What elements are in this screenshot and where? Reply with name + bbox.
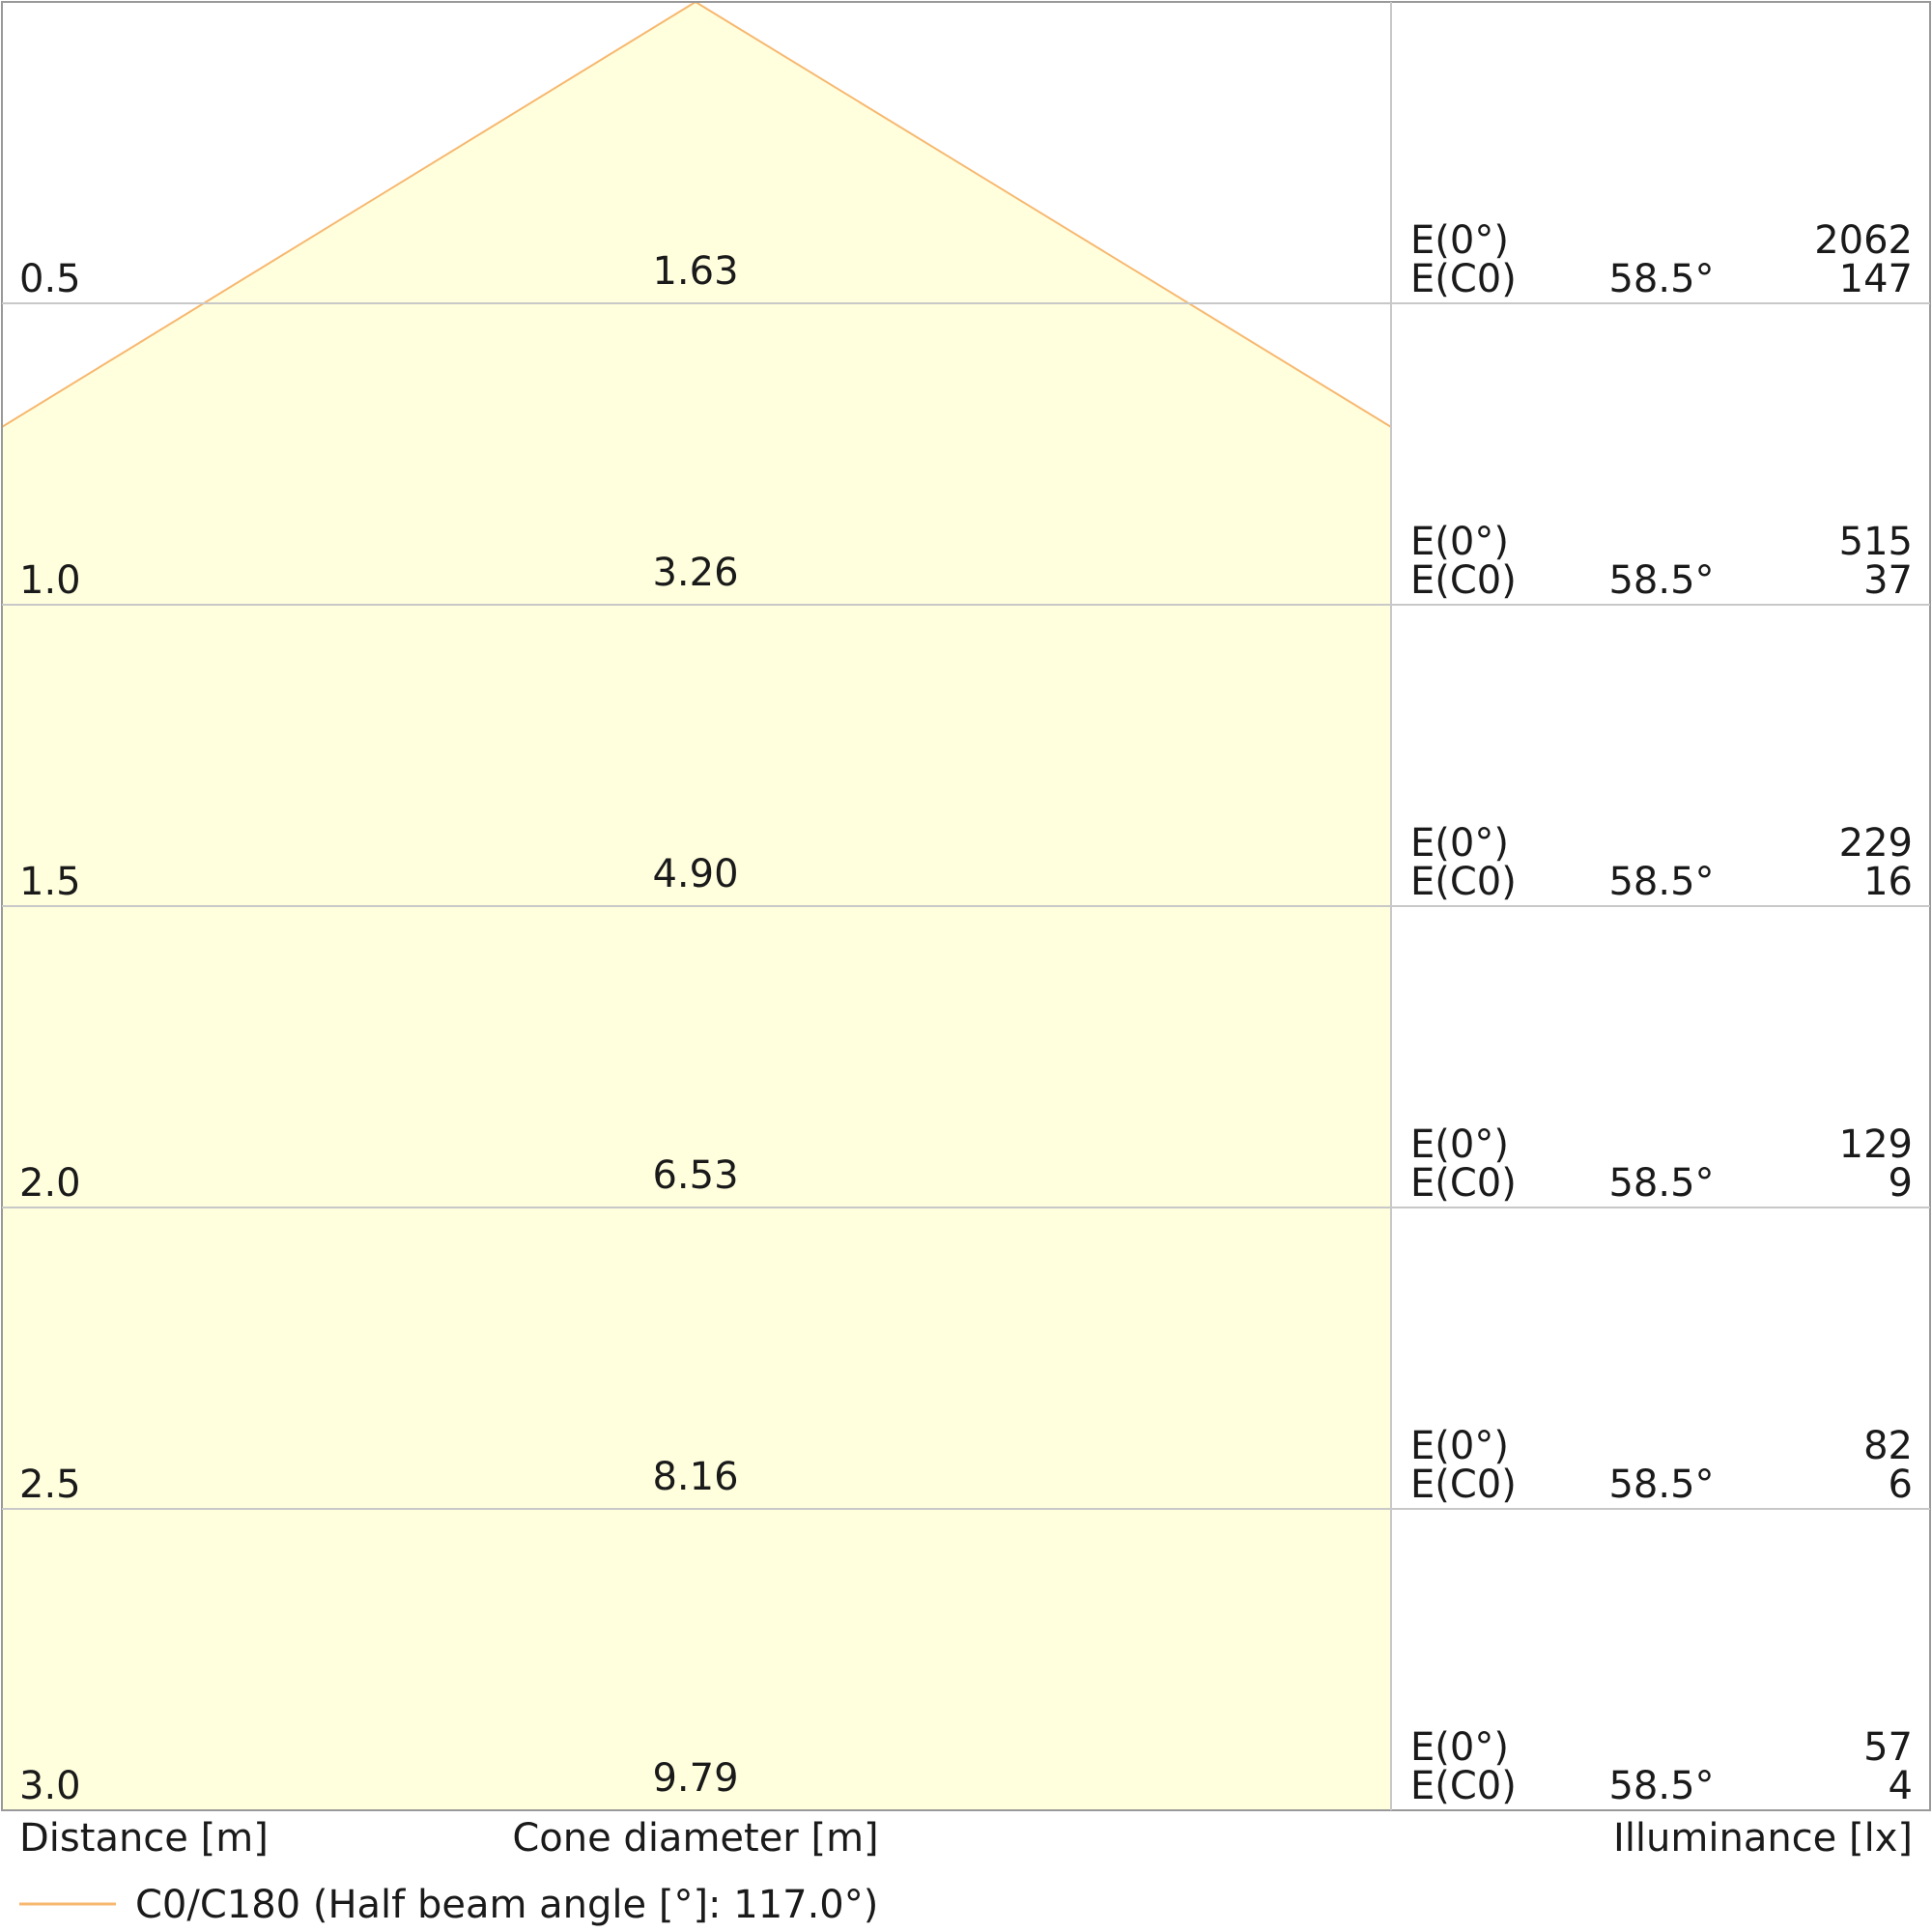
cone-diameter-axis-label: Cone diameter [m]	[512, 1816, 878, 1861]
table-row: 2.5 8.16 E(0°)E(C0) 58.5° 826	[19, 1424, 1913, 1507]
ec0-label: E(C0)	[1410, 1161, 1517, 1206]
e0-label: E(0°)	[1410, 821, 1509, 866]
cone-diameter-label: 6.53	[652, 1153, 738, 1198]
beam-angle-label: 58.5°	[1608, 257, 1714, 301]
cone-diameter-label: 9.79	[652, 1756, 738, 1801]
ec0-label: E(C0)	[1410, 558, 1517, 603]
table-row: 3.0 9.79 E(0°)E(C0) 58.5° 574	[19, 1725, 1913, 1808]
distance-tick-label: 1.0	[19, 558, 81, 603]
ec0-value: 37	[1863, 558, 1913, 603]
e0-label: E(0°)	[1410, 520, 1509, 564]
ec0-label: E(C0)	[1410, 860, 1517, 904]
e0-label: E(0°)	[1410, 1122, 1509, 1167]
e0-label: E(0°)	[1410, 218, 1509, 263]
distance-tick-label: 3.0	[19, 1764, 81, 1808]
e0-value: 2062	[1814, 218, 1913, 263]
ec0-value: 16	[1863, 860, 1913, 904]
ec0-value: 147	[1839, 257, 1913, 301]
cone-edge-left	[1, 1, 696, 428]
cone-edge-right	[695, 1, 1392, 428]
e0-label: E(0°)	[1410, 1725, 1509, 1770]
ec0-label: E(C0)	[1410, 257, 1517, 301]
ec0-value: 9	[1889, 1161, 1913, 1206]
e0-value: 515	[1839, 520, 1913, 564]
legend-label: C0/C180 (Half beam angle [°]: 117.0°)	[135, 1883, 878, 1927]
beam-angle-label: 58.5°	[1608, 1463, 1714, 1507]
ec0-value: 6	[1889, 1463, 1913, 1507]
e0-value: 129	[1839, 1122, 1913, 1167]
distance-tick-label: 1.5	[19, 860, 81, 904]
ec0-label: E(C0)	[1410, 1764, 1517, 1808]
beam-angle-label: 58.5°	[1608, 1161, 1714, 1206]
cone-diameter-label: 4.90	[652, 852, 738, 896]
distance-axis-label: Distance [m]	[19, 1816, 269, 1861]
ec0-value: 4	[1889, 1764, 1913, 1808]
beam-angle-label: 58.5°	[1608, 1764, 1714, 1808]
beam-angle-label: 58.5°	[1608, 860, 1714, 904]
distance-tick-label: 0.5	[19, 257, 81, 301]
e0-label: E(0°)	[1410, 1424, 1509, 1468]
grid-layer	[1, 1, 1931, 1811]
beam-angle-label: 58.5°	[1608, 558, 1714, 603]
cone-diameter-label: 8.16	[652, 1455, 738, 1499]
e0-value: 229	[1839, 821, 1913, 866]
cone-diameter-label: 3.26	[652, 551, 738, 595]
ec0-label: E(C0)	[1410, 1463, 1517, 1507]
distance-tick-label: 2.5	[19, 1463, 81, 1507]
e0-value: 82	[1863, 1424, 1913, 1468]
illuminance-axis-label: Illuminance [lx]	[1613, 1816, 1913, 1861]
distance-tick-label: 2.0	[19, 1161, 81, 1206]
e0-value: 57	[1863, 1725, 1913, 1770]
cone-diameter-label: 1.63	[652, 249, 738, 294]
